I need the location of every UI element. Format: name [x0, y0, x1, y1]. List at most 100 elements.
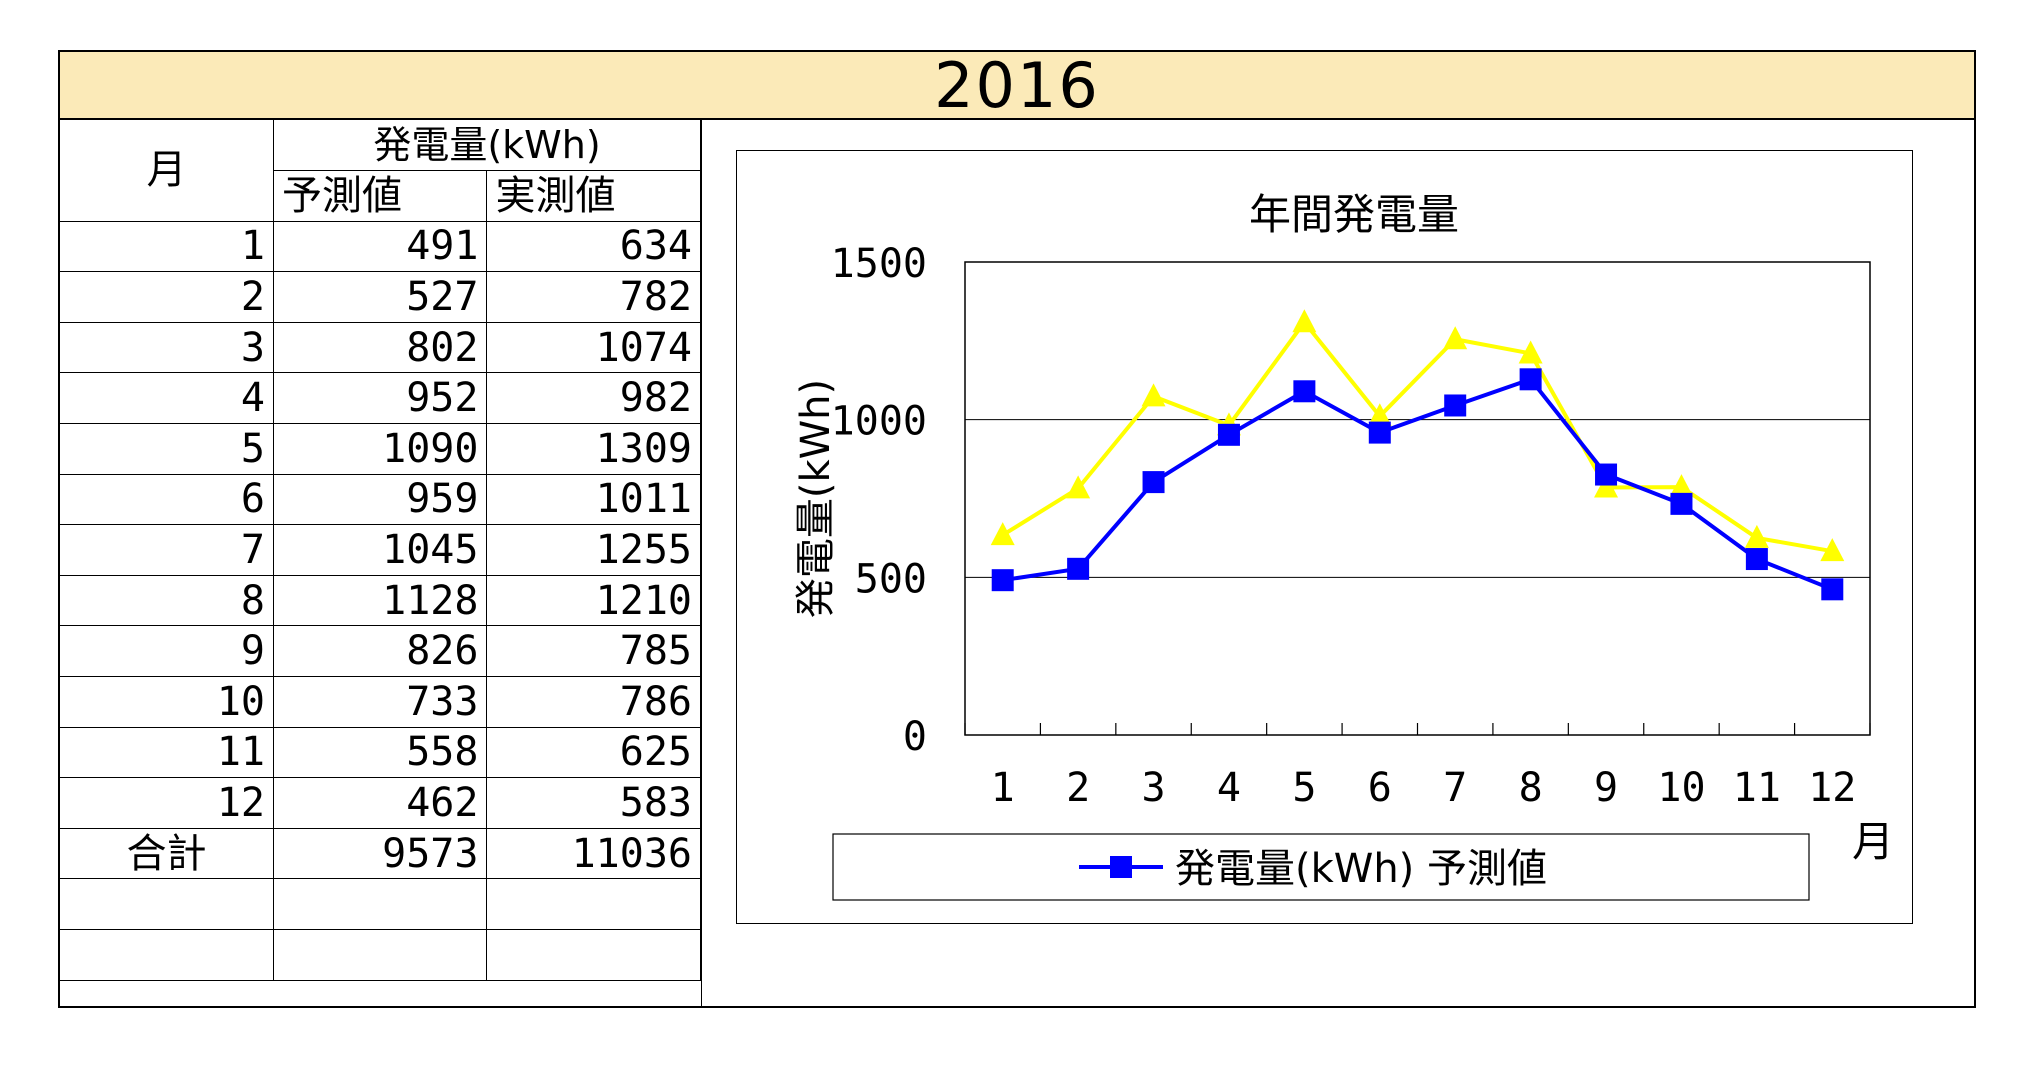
- empty-row: [60, 929, 701, 981]
- x-tick-label: 7: [1443, 765, 1467, 811]
- total-predicted: 9573: [272, 827, 488, 880]
- x-tick-label: 11: [1733, 765, 1781, 811]
- legend-label: 発電量(kWh) 予測値: [1175, 846, 1547, 892]
- report-frame: 2016 月 発電量(kWh) 予測値 実測値 1 491 634 2 527 782 3 8…: [58, 48, 1976, 1008]
- actual-cell: 1255: [486, 524, 701, 576]
- actual-cell: 982: [486, 372, 701, 425]
- y-tick-label: 500: [855, 556, 927, 602]
- data-point-triangle: [1141, 383, 1166, 407]
- data-point-triangle: [990, 522, 1015, 546]
- total-actual: 11036: [486, 827, 701, 880]
- year-title-bar: 2016: [60, 48, 1974, 122]
- actual-cell: 1074: [486, 321, 701, 374]
- predicted-cell: 491: [272, 220, 488, 273]
- actual-cell: 625: [486, 726, 701, 779]
- actual-cell: 583: [486, 777, 701, 829]
- actual-cell: 782: [486, 271, 701, 323]
- plot-area: [964, 261, 1871, 736]
- x-tick-label: 8: [1519, 765, 1543, 811]
- data-point-square: [1670, 492, 1693, 515]
- generation-table: 月 発電量(kWh) 予測値 実測値 1 491 634 2 527 782 3 802 107…: [60, 120, 702, 981]
- predicted-header: 予測値: [273, 170, 488, 222]
- generation-header: 発電量(kWh): [272, 120, 702, 172]
- data-point-triangle: [1367, 403, 1392, 427]
- table-row: 3 802 1074: [60, 321, 701, 374]
- series-line-0: [1002, 377, 1834, 592]
- data-point-triangle: [1820, 538, 1845, 562]
- predicted-cell: 462: [272, 777, 488, 829]
- table-subheader-row: 予測値 実測値: [60, 170, 701, 222]
- predicted-cell: 952: [272, 372, 488, 425]
- data-point-square: [1519, 368, 1542, 391]
- data-point-triangle: [1292, 309, 1317, 333]
- actual-cell: 785: [486, 625, 701, 678]
- data-point-square: [1745, 548, 1768, 571]
- y-tick-label: 1500: [831, 241, 927, 287]
- chart-area: 年間発電量 0 500 1000 1500 1 2 3 4 5 6 7 8 9 10 11 12 発電量(kWh)…: [736, 150, 1913, 924]
- actual-header: 実測値: [486, 170, 701, 222]
- x-axis-label: 月: [1852, 817, 1894, 866]
- empty-cell: [486, 878, 701, 930]
- empty-row: [60, 878, 701, 930]
- predicted-cell: 1090: [272, 423, 488, 475]
- y-axis-label: 発電量(kWh): [793, 379, 839, 618]
- data-point-square: [1293, 380, 1316, 403]
- predicted-cell: 733: [272, 676, 488, 728]
- predicted-cell: 1045: [272, 524, 488, 576]
- series-line-1: [1001, 320, 1833, 554]
- table-row: 8 1128 1210: [60, 574, 701, 627]
- month-cell: 4: [60, 372, 274, 425]
- y-tick-label: 1000: [831, 399, 927, 445]
- table-row: 4 952 982: [60, 372, 701, 425]
- month-cell: 2: [60, 271, 274, 323]
- x-tick-label: 4: [1217, 765, 1241, 811]
- x-tick-label: 6: [1368, 765, 1392, 811]
- predicted-cell: 959: [272, 473, 488, 526]
- table-row: 7 1045 1255: [60, 524, 701, 576]
- x-tick-label: 12: [1808, 765, 1856, 811]
- data-point-triangle: [1443, 326, 1468, 350]
- data-point-square: [1142, 471, 1165, 494]
- table-row: 1 491 634: [60, 220, 701, 273]
- total-row: 合計 9573 11036: [60, 827, 701, 880]
- table-row: 11 558 625: [60, 726, 701, 779]
- month-cell: 9: [60, 625, 274, 678]
- column-divider: [701, 120, 702, 1008]
- month-cell: 12: [60, 777, 274, 829]
- month-cell: 5: [60, 423, 274, 475]
- legend-marker: [1110, 856, 1132, 878]
- data-point-triangle: [1669, 474, 1694, 498]
- month-cell: 10: [60, 676, 274, 728]
- month-cell: 8: [60, 574, 274, 627]
- x-tick-label: 2: [1066, 765, 1090, 811]
- x-tick-label: 9: [1594, 765, 1618, 811]
- month-cell: 11: [60, 726, 274, 779]
- data-point-square: [1821, 578, 1844, 601]
- data-point-square: [1217, 423, 1240, 446]
- data-point-square: [1368, 421, 1391, 444]
- data-point-triangle: [1744, 524, 1769, 548]
- predicted-cell: 558: [272, 726, 488, 779]
- month-header: 月: [60, 120, 274, 222]
- actual-cell: 1011: [486, 473, 701, 526]
- table-row: 2 527 782: [60, 271, 701, 323]
- total-label: 合計: [60, 827, 274, 880]
- data-point-square: [1444, 394, 1467, 417]
- predicted-cell: 527: [272, 271, 488, 323]
- table-row: 12 462 583: [60, 777, 701, 829]
- empty-cell: [272, 929, 488, 981]
- data-point-triangle: [1066, 475, 1091, 499]
- month-cell: 7: [60, 524, 274, 576]
- table-row: 10 733 786: [60, 676, 701, 728]
- year-title: 2016: [934, 48, 1100, 122]
- actual-cell: 786: [486, 676, 701, 728]
- month-cell: 6: [60, 473, 274, 526]
- x-tick-label: 3: [1141, 765, 1165, 811]
- empty-cell: [60, 878, 274, 930]
- predicted-cell: 802: [272, 321, 488, 374]
- data-point-triangle: [1518, 340, 1543, 364]
- x-tick-label: 5: [1292, 765, 1316, 811]
- actual-cell: 1210: [486, 574, 701, 627]
- data-point-square: [1595, 463, 1618, 486]
